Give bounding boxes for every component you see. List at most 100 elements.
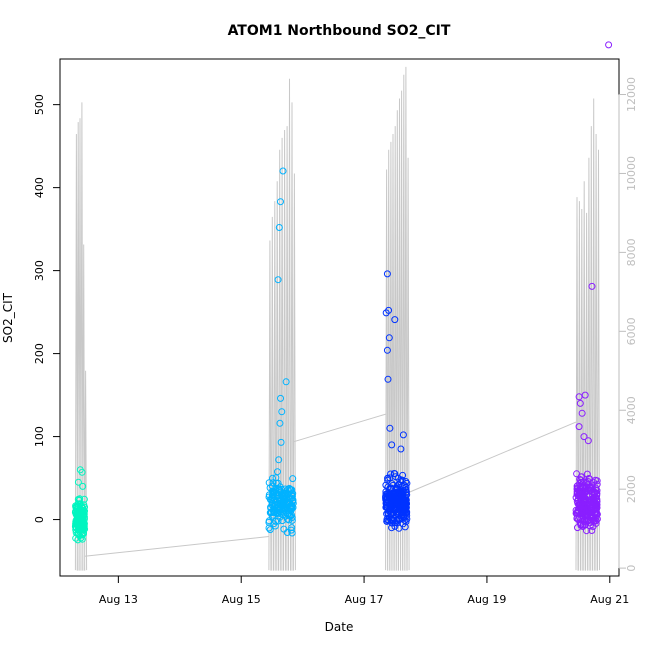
data-point xyxy=(587,503,595,511)
secondary-connector-2 xyxy=(293,413,386,443)
data-point xyxy=(281,497,289,505)
data-point xyxy=(271,502,279,509)
points-layer xyxy=(71,41,613,544)
data-point xyxy=(265,524,273,532)
data-point xyxy=(288,505,296,513)
data-point xyxy=(289,497,297,505)
data-point xyxy=(76,495,84,503)
data-point xyxy=(265,479,273,487)
data-point xyxy=(267,509,275,517)
data-point xyxy=(592,517,600,525)
data-point xyxy=(402,484,410,491)
outlier-point xyxy=(391,316,399,324)
data-point xyxy=(288,529,296,537)
outlier-point xyxy=(605,41,613,49)
data-point xyxy=(384,476,392,484)
data-point xyxy=(386,505,393,513)
outlier-point xyxy=(386,424,394,432)
data-point xyxy=(382,481,390,489)
outlier-point xyxy=(382,309,390,317)
data-point xyxy=(593,477,601,485)
data-point xyxy=(399,492,407,500)
outlier-point xyxy=(275,456,283,464)
series-4-points xyxy=(572,41,613,535)
data-point xyxy=(403,500,410,508)
y2-tick-label: 6000 xyxy=(625,317,638,345)
data-point xyxy=(389,506,397,514)
data-point xyxy=(289,475,297,483)
data-point xyxy=(574,524,581,532)
outlier-point xyxy=(74,478,82,486)
data-point xyxy=(75,511,82,519)
x-axis-label: Date xyxy=(325,620,354,634)
data-point xyxy=(396,492,403,500)
data-point xyxy=(384,483,392,491)
secondary-burst-3 xyxy=(385,66,410,571)
secondary-series-line xyxy=(74,66,600,571)
data-point xyxy=(79,523,87,531)
y2-tick-label: 0 xyxy=(625,565,638,572)
y2-tick-label: 2000 xyxy=(625,475,638,503)
plot-frame xyxy=(59,58,620,577)
secondary-connector-3 xyxy=(406,421,577,494)
outlier-point xyxy=(385,334,393,342)
data-point xyxy=(271,486,279,493)
data-point xyxy=(387,470,395,478)
data-point xyxy=(587,516,595,524)
series-1-points xyxy=(71,466,89,544)
data-point xyxy=(584,499,592,507)
outlier-point xyxy=(78,468,86,476)
data-point xyxy=(285,484,293,492)
y-tick-label: 0 xyxy=(33,516,46,523)
outlier-point xyxy=(578,409,586,417)
data-point xyxy=(281,505,289,513)
data-point xyxy=(593,496,601,504)
y2-tick-label: 12000 xyxy=(625,77,638,112)
outlier-point xyxy=(275,224,283,231)
data-point xyxy=(574,489,581,497)
data-point xyxy=(578,488,586,496)
outlier-point xyxy=(277,438,285,446)
outlier-point xyxy=(282,378,290,386)
data-point xyxy=(578,506,586,514)
data-point xyxy=(398,505,406,513)
outlier-point xyxy=(383,346,391,354)
outlier-point xyxy=(277,394,284,402)
data-point xyxy=(578,495,586,503)
series-2-points xyxy=(265,167,297,537)
data-point xyxy=(276,508,284,516)
y2-tick-label: 8000 xyxy=(625,238,638,266)
data-point xyxy=(272,479,280,487)
outlier-point xyxy=(588,282,596,290)
data-point xyxy=(80,530,87,538)
data-point xyxy=(78,503,85,511)
data-point xyxy=(76,532,84,539)
data-point xyxy=(73,503,81,511)
chart-title: ATOM1 Northbound SO2_CIT xyxy=(228,23,451,39)
data-point xyxy=(280,498,288,506)
data-point xyxy=(280,489,288,497)
outlier-point xyxy=(276,419,284,427)
data-point xyxy=(390,470,398,477)
data-point xyxy=(383,517,391,525)
y2-tick-label: 4000 xyxy=(625,396,638,424)
x-tick-label: Aug 15 xyxy=(222,593,261,606)
data-point xyxy=(283,529,291,536)
data-point xyxy=(271,522,279,530)
y-axis: 0 100 200 300 400 500 xyxy=(33,94,61,523)
data-point xyxy=(387,516,395,523)
series-3-points xyxy=(382,270,411,532)
data-point xyxy=(288,492,296,500)
data-point xyxy=(400,487,408,495)
data-point xyxy=(393,483,401,491)
y-axis-label: SO2_CIT xyxy=(1,292,15,343)
data-point xyxy=(286,512,294,520)
y2-tick-label: 10000 xyxy=(625,156,638,191)
data-point xyxy=(288,524,296,532)
data-point xyxy=(573,470,581,478)
secondary-burst-2 xyxy=(268,78,296,571)
data-point xyxy=(585,475,593,482)
data-point xyxy=(274,468,281,476)
y-tick-label: 100 xyxy=(33,426,46,447)
